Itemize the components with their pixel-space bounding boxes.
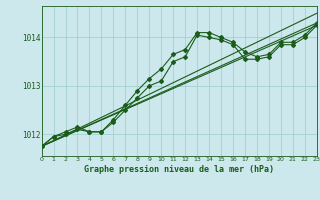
X-axis label: Graphe pression niveau de la mer (hPa): Graphe pression niveau de la mer (hPa)	[84, 165, 274, 174]
